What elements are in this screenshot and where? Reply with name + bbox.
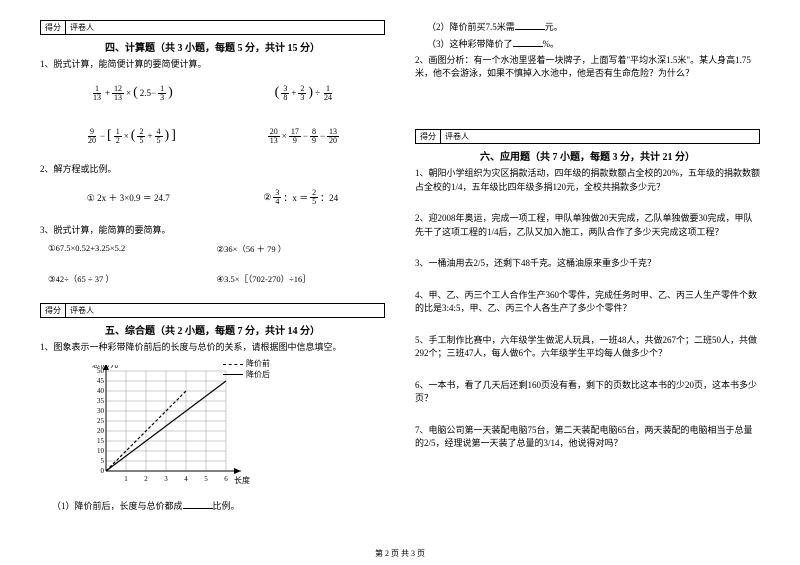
q4-3d: ④3.5×［（702-270）÷16］ bbox=[217, 273, 386, 285]
q4-3c: ③42÷（65 ÷ 37 ） bbox=[48, 273, 217, 285]
solid-icon bbox=[223, 374, 243, 375]
svg-text:45: 45 bbox=[97, 377, 105, 385]
legend-before: 降价前 bbox=[223, 359, 270, 369]
section5-title: 五、综合题（共 2 小题，每题 7 分，共计 14 分） bbox=[40, 322, 385, 337]
score-box-3: 得分 评卷人 bbox=[415, 129, 760, 144]
svg-text:1: 1 bbox=[124, 475, 128, 483]
page-footer: 第 2 页 共 3 页 bbox=[0, 548, 800, 559]
r-line3: （3）这种彩带降价了 %。 bbox=[427, 37, 760, 50]
r-l3b: %。 bbox=[543, 39, 560, 49]
q4-1-row1: 113+1213×(2.5−13) (38 + 23) ÷ 124 bbox=[40, 85, 385, 102]
q6-2: 2、迎2008年奥运，完成一项工程，甲队单独做20天完成，乙队单独做要30完成，… bbox=[415, 212, 760, 239]
q6-5: 5、手工制作比赛中，六年级学生做泥人玩具，一班48人，共做267个；二班50人，… bbox=[415, 334, 760, 361]
r-line2: （2）降价前买7.5米需 元。 bbox=[427, 20, 760, 33]
section6-title: 六、应用题（共 7 小题，每题 3 分，共计 21 分） bbox=[415, 148, 760, 163]
grader-label-3: 评卷人 bbox=[441, 130, 473, 143]
chart-svg: 05101520253035404550 123456 总价/元 长度/米 bbox=[80, 365, 250, 495]
expr-1: 113+1213×(2.5−13) bbox=[91, 85, 173, 102]
svg-text:40: 40 bbox=[97, 387, 105, 395]
price-chart: 降价前 降价后 bbox=[80, 365, 260, 495]
svg-text:6: 6 bbox=[224, 475, 228, 483]
expr-4: 2013×179−89−1320 bbox=[268, 128, 339, 145]
q4-1-row2: 920−[12×(25+45)] 2013×179−89−1320 bbox=[40, 128, 385, 145]
q5-1-1a: （1）降价前后，长度与总价都成 bbox=[52, 501, 183, 511]
q4-3b: ②36×（56 ＋ 79 ） bbox=[217, 243, 386, 255]
r-q2: 2、画图分析：有一个水池里竖着一块牌子，上面写着"平均水深1.5米"。某人身高1… bbox=[415, 54, 760, 79]
blank-2 bbox=[515, 20, 545, 30]
q5-1: 1、图象表示一种彩带降价前后的长度与总价的关系，请根据图中信息填空。 bbox=[40, 341, 385, 354]
q5-1-1b: 比例。 bbox=[213, 501, 240, 511]
svg-text:20: 20 bbox=[97, 427, 105, 435]
q4-2: 2、解方程或比例。 bbox=[40, 163, 385, 176]
grader-label: 评卷人 bbox=[66, 21, 98, 34]
q6-6: 6、一本书，看了几天后还剩160页没有看，剩下的页数比这本书的少20页，这本书多… bbox=[415, 379, 760, 406]
right-column: （2）降价前买7.5米需 元。 （3）这种彩带降价了 %。 2、画图分析：有一个水池… bbox=[415, 20, 760, 540]
q4-3: 3、脱式计算，能简算的要简算。 bbox=[40, 224, 385, 237]
section4-title: 四、计算题（共 3 小题，每题 5 分，共计 15 分） bbox=[40, 39, 385, 54]
svg-text:3: 3 bbox=[164, 475, 168, 483]
q6-3: 3、一桶油用去2/5，还剩下48千克。这桶油原来重多少千克？ bbox=[415, 257, 760, 271]
score-box-2: 得分 评卷人 bbox=[40, 303, 385, 318]
svg-text:15: 15 bbox=[97, 437, 105, 445]
q6-7: 7、电脑公司第一天装配电脑75台，第二天装配电脑65台，两天装配的电脑相当于总量… bbox=[415, 424, 760, 451]
chart-legend: 降价前 降价后 bbox=[223, 359, 270, 380]
legend-after-label: 降价后 bbox=[246, 370, 270, 380]
r-l2b: 元。 bbox=[545, 22, 563, 32]
q6-1: 1、朝阳小学组织为灾区捐款活动，四年级的捐款数额占全校的20%，五年级的捐款数额… bbox=[415, 167, 760, 194]
svg-text:2: 2 bbox=[144, 475, 148, 483]
svg-text:35: 35 bbox=[97, 397, 105, 405]
dash-icon bbox=[223, 364, 243, 365]
left-column: 得分 评卷人 四、计算题（共 3 小题，每题 5 分，共计 15 分） 1、脱式… bbox=[40, 20, 385, 540]
score-label: 得分 bbox=[41, 21, 66, 34]
x-axis-label: 长度/米 bbox=[234, 475, 250, 485]
expr-2: (38 + 23) ÷ 124 bbox=[275, 85, 334, 102]
y-axis-label: 总价/元 bbox=[92, 365, 118, 369]
blank-3 bbox=[513, 37, 543, 47]
legend-before-label: 降价前 bbox=[246, 359, 270, 369]
svg-text:25: 25 bbox=[97, 417, 105, 425]
svg-text:30: 30 bbox=[97, 407, 105, 415]
legend-after: 降价后 bbox=[223, 370, 270, 380]
q4-1: 1、脱式计算，能简便计算的要简便计算。 bbox=[40, 58, 385, 71]
q4-3-items: ①67.5×0.52+3.25×5.2 ②36×（56 ＋ 79 ） ③42÷（… bbox=[48, 243, 385, 303]
blank-1 bbox=[183, 499, 213, 509]
svg-text:4: 4 bbox=[184, 475, 188, 483]
grader-label-2: 评卷人 bbox=[66, 304, 98, 317]
q4-2-row: ① 2x ＋ 3×0.9 ＝ 24.7 ② 34：x ＝ 25：24 bbox=[40, 189, 385, 206]
q6-4: 4、甲、乙、丙三个工人合作生产360个零件，完成任务时甲、乙、丙三人生产零件个数… bbox=[415, 289, 760, 316]
expr-5: ① 2x ＋ 3×0.9 ＝ 24.7 bbox=[87, 189, 170, 206]
page-columns: 得分 评卷人 四、计算题（共 3 小题，每题 5 分，共计 15 分） 1、脱式… bbox=[40, 20, 760, 540]
score-label-3: 得分 bbox=[416, 130, 441, 143]
svg-text:5: 5 bbox=[204, 475, 208, 483]
svg-text:0: 0 bbox=[101, 467, 105, 475]
q5-1-1: （1）降价前后，长度与总价都成 比例。 bbox=[52, 499, 385, 512]
r-l2a: （2）降价前买7.5米需 bbox=[427, 22, 515, 32]
svg-text:5: 5 bbox=[101, 457, 105, 465]
score-box: 得分 评卷人 bbox=[40, 20, 385, 35]
q4-3a: ①67.5×0.52+3.25×5.2 bbox=[48, 243, 217, 255]
expr-3: 920−[12×(25+45)] bbox=[86, 128, 176, 145]
score-label-2: 得分 bbox=[41, 304, 66, 317]
expr-6: ② 34：x ＝ 25：24 bbox=[263, 189, 338, 206]
r-l3a: （3）这种彩带降价了 bbox=[427, 39, 513, 49]
svg-text:10: 10 bbox=[97, 447, 105, 455]
